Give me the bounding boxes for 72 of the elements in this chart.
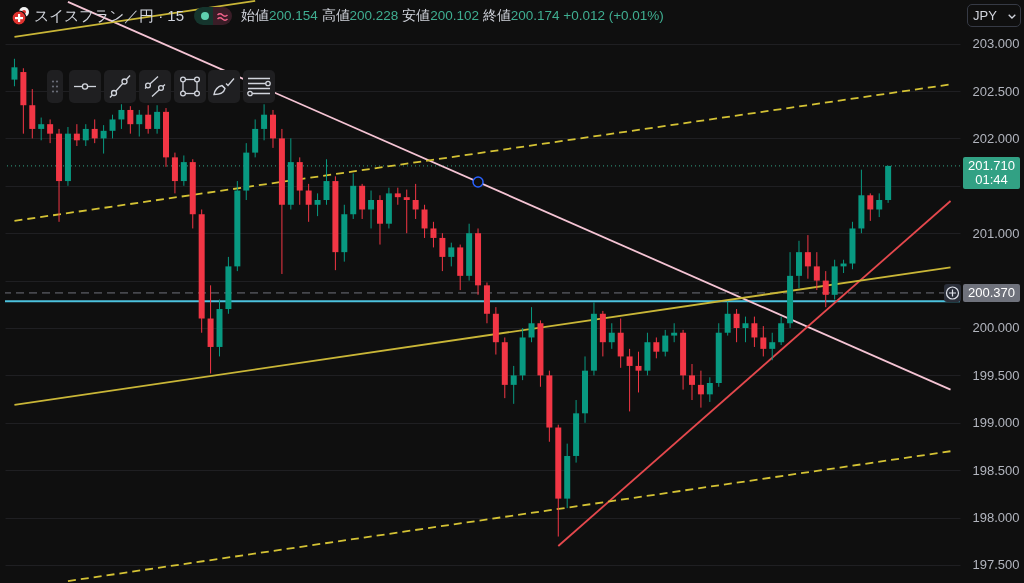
- candlestick: [359, 183, 366, 220]
- candlestick: [671, 322, 678, 343]
- y-tick-label: 201.000: [972, 225, 1020, 241]
- candlestick: [813, 251, 820, 291]
- candlestick: [109, 114, 116, 139]
- y-tick-label: 202.000: [972, 130, 1020, 146]
- ref-line-label: 201.710: [967, 157, 1016, 173]
- candlestick: [261, 103, 268, 141]
- candlestick: [29, 88, 36, 139]
- candlestick: [73, 123, 80, 147]
- candlestick: [528, 306, 535, 343]
- candlestick: [305, 183, 312, 223]
- y-tick-label: 199.000: [972, 415, 1020, 431]
- candlestick: [635, 351, 642, 393]
- candlestick: [662, 329, 669, 357]
- text: 始値200.154 高値200.228 安値200.102 終値200.174 +0.012 (+0.01%): [241, 8, 664, 23]
- candlestick: [376, 194, 383, 246]
- y-tick-label: 200.000: [972, 320, 1020, 336]
- candlestick: [430, 221, 437, 248]
- candlestick: [252, 118, 259, 158]
- candlestick: [804, 234, 811, 280]
- candlestick: [118, 103, 125, 130]
- candlestick: [82, 123, 89, 147]
- y-axis-title: JPY: [973, 8, 997, 23]
- ref-line-label: 200.370: [963, 284, 1020, 300]
- candlestick: [439, 232, 446, 272]
- candlestick: [626, 348, 633, 412]
- candlestick: [136, 109, 143, 138]
- candlestick: [100, 124, 107, 155]
- candlestick: [778, 316, 785, 346]
- candlestick: [47, 118, 54, 144]
- candlestick: [368, 190, 375, 229]
- y-tick-label: 197.500: [972, 557, 1020, 573]
- candlestick: [751, 316, 758, 348]
- candlestick: [769, 332, 776, 361]
- candlestick: [270, 109, 276, 149]
- candlestick: [314, 192, 321, 217]
- text: 01:44: [974, 171, 1009, 187]
- candlestick: [689, 363, 695, 401]
- candlestick: [38, 117, 45, 141]
- candlestick: [724, 300, 731, 337]
- currency-select: JPY: [967, 4, 1021, 27]
- candlestick: [867, 192, 874, 222]
- candlestick: [653, 336, 660, 359]
- y-tick-label: 202.500: [972, 83, 1020, 99]
- candlestick: [760, 325, 767, 357]
- candlestick: [742, 316, 749, 343]
- candlestick: [180, 154, 187, 187]
- candlestick: [171, 152, 178, 194]
- candlestick: [733, 308, 740, 343]
- y-tick-label: 198.500: [972, 462, 1020, 478]
- candlestick: [448, 242, 455, 267]
- candlestick: [706, 376, 713, 403]
- candlestick: [91, 118, 98, 144]
- candlestick: [697, 370, 704, 409]
- candlestick: [127, 105, 134, 135]
- candlestick: [154, 104, 161, 135]
- candlestick: [421, 204, 428, 239]
- y-tick-label: 199.500: [972, 367, 1020, 383]
- y-tick-label: 203.000: [972, 36, 1020, 52]
- candlestick: [323, 158, 330, 206]
- candlestick: [795, 240, 802, 289]
- y-tick-label: 198.000: [972, 510, 1020, 526]
- candlestick: [412, 183, 419, 220]
- candlestick: [510, 365, 517, 405]
- candlestick: [145, 104, 152, 135]
- candlestick: [403, 189, 410, 234]
- candlestick: [608, 322, 615, 350]
- candlestick: [822, 270, 829, 308]
- candlestick: [617, 318, 624, 369]
- candlestick: [11, 58, 18, 87]
- candlestick: [876, 192, 883, 218]
